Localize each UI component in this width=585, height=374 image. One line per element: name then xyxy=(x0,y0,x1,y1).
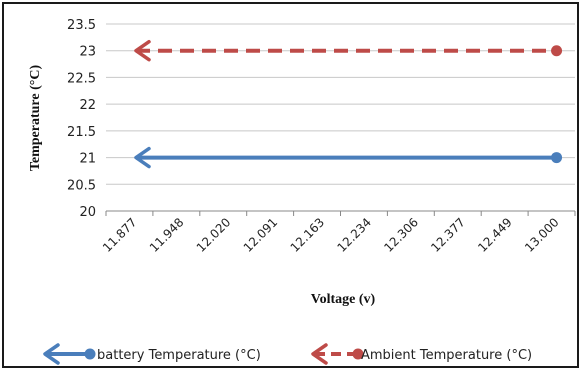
x-tick-label: 11.877 xyxy=(100,215,140,255)
y-tick-label: 20.5 xyxy=(67,178,96,193)
x-tick-label: 12.449 xyxy=(475,215,515,255)
legend-swatch-arrow xyxy=(311,343,328,365)
legend-swatch-point xyxy=(352,348,364,360)
legend-swatch-point xyxy=(84,348,96,360)
series-battery xyxy=(134,146,563,169)
legend-item-ambient: Ambient Temperature (°C) xyxy=(311,343,532,365)
y-tick-label: 21.5 xyxy=(67,125,96,140)
x-axis-title: Voltage (v) xyxy=(311,292,376,307)
y-tick-label: 20 xyxy=(79,205,96,220)
series-start-arrow xyxy=(134,146,151,169)
x-tick-label: 12.306 xyxy=(381,215,421,255)
chart-frame xyxy=(2,2,579,368)
x-tick-label: 11.948 xyxy=(147,215,187,255)
legend-label: Ambient Temperature (°C) xyxy=(361,348,532,363)
legend-label: battery Temperature (°C) xyxy=(97,348,261,363)
legend-swatch-arrow xyxy=(43,343,60,365)
legend-item-battery: battery Temperature (°C) xyxy=(43,343,261,365)
series-end-point xyxy=(551,45,563,57)
y-axis-title: Temperature (°C) xyxy=(28,65,43,172)
x-tick-label: 12.163 xyxy=(288,215,328,255)
series-end-point xyxy=(551,152,563,164)
x-tick-label: 12.091 xyxy=(241,215,281,255)
x-tick-label: 12.377 xyxy=(428,215,468,255)
series-ambient xyxy=(134,39,563,62)
x-tick-label: 12.234 xyxy=(334,215,374,255)
series-start-arrow xyxy=(134,39,151,62)
legend: battery Temperature (°C) Ambient Temperat… xyxy=(43,343,532,365)
y-axis-ticks: 20 20.5 21 21.5 22 22.5 23 23.5 xyxy=(67,18,96,220)
y-tick-label: 22 xyxy=(79,98,96,113)
y-tick-label: 22.5 xyxy=(67,71,96,86)
y-tick-label: 21 xyxy=(79,152,96,167)
series-lines xyxy=(134,39,563,169)
x-tick-label: 12.020 xyxy=(194,215,234,255)
x-axis: 11.877 11.948 12.020 12.091 12.163 12.234 12.3… xyxy=(100,210,576,255)
x-tick-label: 13.000 xyxy=(522,215,562,255)
y-tick-label: 23 xyxy=(79,45,96,60)
y-tick-label: 23.5 xyxy=(67,18,96,33)
